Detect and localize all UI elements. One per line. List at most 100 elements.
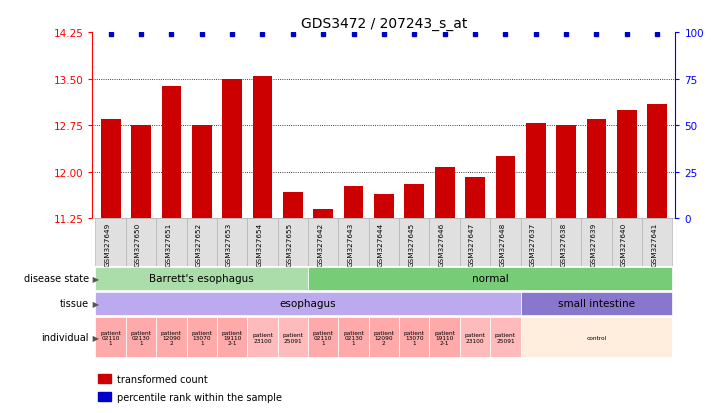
FancyBboxPatch shape: [642, 219, 673, 266]
FancyBboxPatch shape: [95, 219, 126, 266]
FancyBboxPatch shape: [156, 318, 186, 358]
Text: patient
02130
1: patient 02130 1: [343, 330, 364, 346]
Text: tissue: tissue: [60, 299, 89, 309]
FancyBboxPatch shape: [278, 318, 308, 358]
FancyBboxPatch shape: [429, 219, 460, 266]
FancyBboxPatch shape: [308, 219, 338, 266]
Text: GSM327638: GSM327638: [560, 223, 566, 267]
FancyBboxPatch shape: [95, 267, 308, 290]
FancyBboxPatch shape: [95, 292, 520, 315]
Bar: [526, 124, 545, 219]
Text: patient
25091: patient 25091: [282, 332, 304, 343]
Text: ▶: ▶: [90, 299, 100, 308]
Text: GSM327654: GSM327654: [257, 223, 262, 267]
Text: normal: normal: [472, 274, 508, 284]
Text: GSM327641: GSM327641: [651, 223, 657, 267]
FancyBboxPatch shape: [247, 219, 278, 266]
FancyBboxPatch shape: [186, 318, 217, 358]
Text: disease state: disease state: [23, 274, 89, 284]
Bar: [374, 194, 394, 219]
Bar: [496, 157, 515, 219]
Text: GSM327642: GSM327642: [317, 223, 324, 267]
Text: patient
12090
2: patient 12090 2: [373, 330, 395, 346]
FancyBboxPatch shape: [582, 219, 611, 266]
Bar: [314, 210, 333, 219]
Bar: [161, 87, 181, 219]
Title: GDS3472 / 207243_s_at: GDS3472 / 207243_s_at: [301, 17, 467, 31]
Text: small intestine: small intestine: [558, 299, 635, 309]
Text: patient
19110
2-1: patient 19110 2-1: [222, 330, 242, 346]
Text: GSM327653: GSM327653: [226, 223, 232, 267]
Bar: [98, 392, 111, 401]
Bar: [343, 186, 363, 219]
FancyBboxPatch shape: [338, 318, 369, 358]
FancyBboxPatch shape: [247, 318, 278, 358]
FancyBboxPatch shape: [308, 318, 338, 358]
FancyBboxPatch shape: [490, 219, 520, 266]
Bar: [192, 126, 212, 219]
Bar: [101, 120, 121, 219]
Text: GSM327645: GSM327645: [408, 223, 415, 267]
Text: GSM327639: GSM327639: [591, 223, 597, 267]
FancyBboxPatch shape: [520, 219, 551, 266]
Text: patient
23100: patient 23100: [464, 332, 486, 343]
Text: GSM327643: GSM327643: [348, 223, 353, 267]
FancyBboxPatch shape: [460, 318, 490, 358]
FancyBboxPatch shape: [217, 318, 247, 358]
Bar: [435, 168, 454, 219]
Text: patient
13070
1: patient 13070 1: [404, 330, 424, 346]
Bar: [587, 120, 606, 219]
Bar: [252, 76, 272, 219]
Text: GSM327646: GSM327646: [439, 223, 444, 267]
FancyBboxPatch shape: [520, 318, 673, 358]
FancyBboxPatch shape: [399, 318, 429, 358]
Text: GSM327647: GSM327647: [469, 223, 475, 267]
Text: patient
19110
2-1: patient 19110 2-1: [434, 330, 455, 346]
FancyBboxPatch shape: [429, 318, 460, 358]
FancyBboxPatch shape: [156, 219, 186, 266]
Text: ▶: ▶: [90, 333, 100, 342]
Text: percentile rank within the sample: percentile rank within the sample: [117, 392, 282, 402]
Text: GSM327651: GSM327651: [166, 223, 171, 267]
FancyBboxPatch shape: [126, 318, 156, 358]
Text: patient
02110
1: patient 02110 1: [100, 330, 121, 346]
FancyBboxPatch shape: [551, 219, 582, 266]
Text: GSM327655: GSM327655: [287, 223, 293, 267]
Text: GSM327644: GSM327644: [378, 223, 384, 267]
Text: GSM327640: GSM327640: [621, 223, 627, 267]
Bar: [556, 126, 576, 219]
Bar: [405, 185, 424, 219]
Text: patient
02130
1: patient 02130 1: [131, 330, 151, 346]
FancyBboxPatch shape: [338, 219, 369, 266]
Text: patient
02110
1: patient 02110 1: [313, 330, 333, 346]
Text: control: control: [587, 335, 606, 340]
Bar: [617, 111, 637, 219]
Text: patient
13070
1: patient 13070 1: [191, 330, 212, 346]
FancyBboxPatch shape: [278, 219, 308, 266]
FancyBboxPatch shape: [95, 318, 126, 358]
FancyBboxPatch shape: [399, 219, 429, 266]
FancyBboxPatch shape: [308, 267, 673, 290]
FancyBboxPatch shape: [217, 219, 247, 266]
Text: GSM327649: GSM327649: [105, 223, 111, 267]
FancyBboxPatch shape: [369, 219, 399, 266]
Text: GSM327648: GSM327648: [499, 223, 506, 267]
Bar: [98, 374, 111, 383]
Text: ▶: ▶: [90, 274, 100, 283]
Bar: [283, 192, 303, 219]
FancyBboxPatch shape: [369, 318, 399, 358]
FancyBboxPatch shape: [186, 219, 217, 266]
Text: individual: individual: [41, 332, 89, 343]
Bar: [647, 104, 667, 219]
Text: transformed count: transformed count: [117, 374, 208, 384]
Bar: [223, 79, 242, 219]
Bar: [465, 178, 485, 219]
FancyBboxPatch shape: [126, 219, 156, 266]
FancyBboxPatch shape: [520, 292, 673, 315]
Text: Barrett's esophagus: Barrett's esophagus: [149, 274, 254, 284]
Text: GSM327637: GSM327637: [530, 223, 536, 267]
Text: patient
23100: patient 23100: [252, 332, 273, 343]
FancyBboxPatch shape: [490, 318, 520, 358]
FancyBboxPatch shape: [460, 219, 490, 266]
Text: esophagus: esophagus: [279, 299, 336, 309]
